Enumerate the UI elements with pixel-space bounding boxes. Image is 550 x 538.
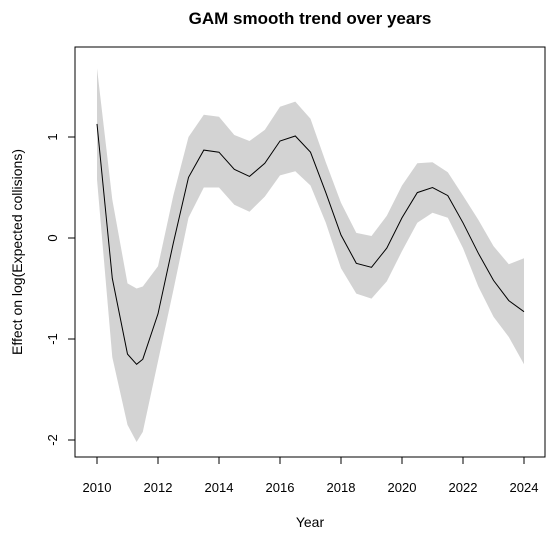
chart-title: GAM smooth trend over years — [189, 9, 432, 28]
x-tick-label: 2012 — [144, 480, 173, 495]
x-axis: 2010 2012 2014 2016 2018 2020 2022 2024 — [83, 456, 539, 495]
x-tick-label: 2018 — [327, 480, 356, 495]
x-tick-label: 2022 — [449, 480, 478, 495]
x-tick-label: 2010 — [83, 480, 112, 495]
x-tick-label: 2020 — [388, 480, 417, 495]
y-tick-label: 0 — [45, 234, 60, 241]
y-tick-label: -2 — [45, 434, 60, 446]
x-tick-label: 2016 — [266, 480, 295, 495]
confidence-band — [97, 68, 524, 443]
y-axis: -2 -1 0 1 — [45, 133, 76, 446]
y-tick-label: -1 — [45, 333, 60, 345]
trend-line — [96, 123, 525, 365]
y-tick-label: 1 — [45, 133, 60, 140]
x-tick-label: 2014 — [205, 480, 234, 495]
x-axis-label: Year — [296, 514, 325, 530]
x-tick-label: 2024 — [510, 480, 539, 495]
y-axis-label: Effect on log(Expected collisions) — [9, 149, 25, 355]
